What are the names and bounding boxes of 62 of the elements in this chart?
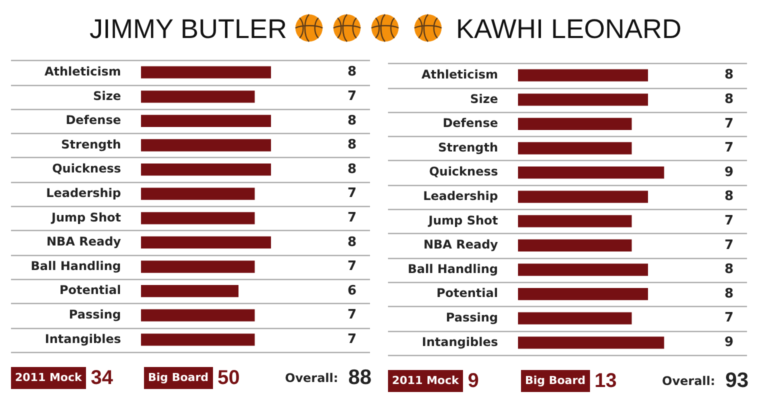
text: 2011 Mock (11, 367, 86, 389)
y-tick-label: Ball Handling (30, 258, 121, 273)
y-tick-label: Quickness (429, 164, 498, 179)
y-tick-label: Athleticism (44, 64, 121, 78)
data-label: 8 (347, 138, 357, 153)
y-tick-label: Jump Shot (428, 213, 498, 228)
data-label: 7 (347, 186, 357, 202)
data-label: 7 (347, 332, 357, 348)
y-tick-label: Defense (442, 116, 498, 130)
y-tick-label: Leadership (46, 186, 122, 200)
y-tick-label: Athleticism (421, 67, 498, 82)
data-label: 7 (724, 140, 734, 156)
y-tick-label: Passing (446, 310, 498, 324)
data-label: 7 (724, 238, 734, 253)
text: Overall: (285, 371, 338, 385)
data-label: 9 (724, 335, 734, 350)
data-label: 8 (347, 234, 357, 250)
y-tick-label: Passing (68, 307, 121, 322)
y-tick-label: Size (93, 88, 121, 103)
chart-title: KAWHI LEONARD (456, 14, 682, 44)
data-label: 9 (724, 164, 734, 180)
y-tick-label: Strength (61, 137, 121, 152)
text: Big Board (144, 367, 213, 389)
data-label: 7 (724, 116, 734, 132)
y-tick-label: Leadership (423, 188, 498, 203)
text: Overall: (662, 374, 716, 388)
data-label: 8 (347, 113, 357, 128)
y-tick-label: NBA Ready (423, 238, 498, 252)
y-tick-label: Intangibles (422, 334, 498, 349)
text: 93 (725, 369, 749, 392)
y-tick-label: Potential (59, 283, 121, 298)
text: 2011 Mock (388, 370, 463, 392)
data-label: 7 (347, 259, 357, 274)
data-label: 7 (724, 310, 734, 326)
data-label: 7 (347, 210, 357, 226)
data-label: 7 (724, 214, 734, 229)
data-label: 8 (724, 68, 734, 83)
y-tick-label: Size (470, 92, 498, 106)
y-tick-label: Jump Shot (50, 210, 122, 224)
text: 9 (468, 370, 479, 392)
data-label: 7 (347, 89, 357, 104)
y-tick-label: Strength (438, 140, 498, 154)
chart-title: JIMMY BUTLER (89, 14, 287, 44)
data-label: 8 (347, 64, 357, 80)
y-tick-label: Defense (66, 113, 121, 128)
data-label: 8 (724, 262, 734, 278)
data-label: 6 (347, 283, 357, 298)
data-label: 8 (724, 189, 734, 204)
y-tick-label: Potential (436, 286, 498, 300)
text: 50 (218, 367, 240, 389)
text: 34 (90, 367, 114, 389)
data-label: 8 (347, 162, 357, 177)
text: Big Board (521, 370, 590, 392)
y-tick-label: NBA Ready (46, 234, 122, 249)
data-label: 7 (347, 308, 357, 323)
text: 13 (594, 370, 617, 392)
data-label: 8 (724, 92, 734, 108)
y-tick-label: Ball Handling (408, 262, 498, 276)
y-tick-label: Intangibles (44, 332, 121, 346)
y-tick-label: Quickness (52, 162, 121, 176)
text: 88 (348, 366, 372, 389)
data-label: 8 (724, 286, 734, 302)
